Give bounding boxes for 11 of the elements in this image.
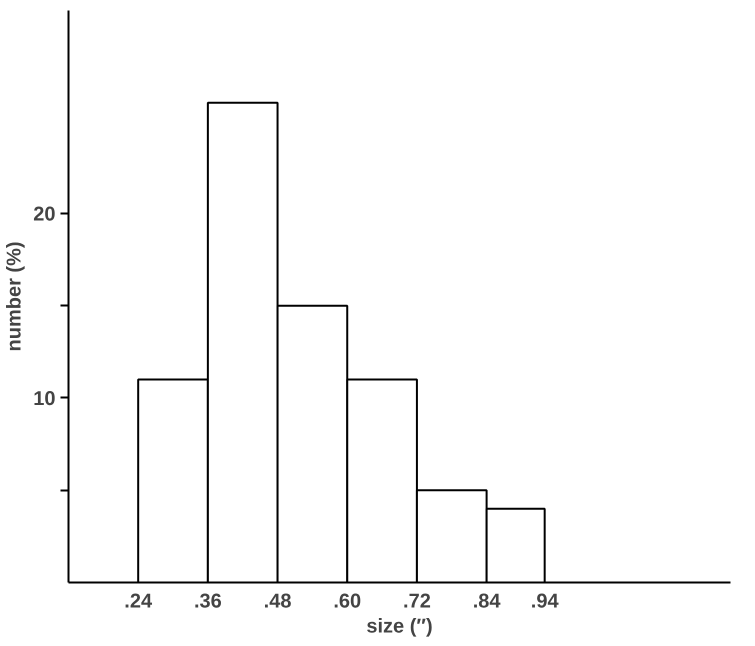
x-axis-title: size (″) — [366, 616, 433, 638]
x-tick-label: .48 — [264, 590, 292, 612]
y-axis-title: number (%) — [3, 242, 26, 352]
x-tick-label: .84 — [472, 590, 502, 612]
x-tick-label: .36 — [194, 590, 222, 612]
y-tick-label: 20 — [33, 203, 56, 226]
x-tick-label: .24 — [124, 590, 153, 612]
x-tick-label: .94 — [530, 590, 560, 612]
x-tick-label: .72 — [403, 590, 431, 612]
y-tick-label: 10 — [33, 388, 56, 410]
x-tick-label: .60 — [333, 590, 362, 612]
